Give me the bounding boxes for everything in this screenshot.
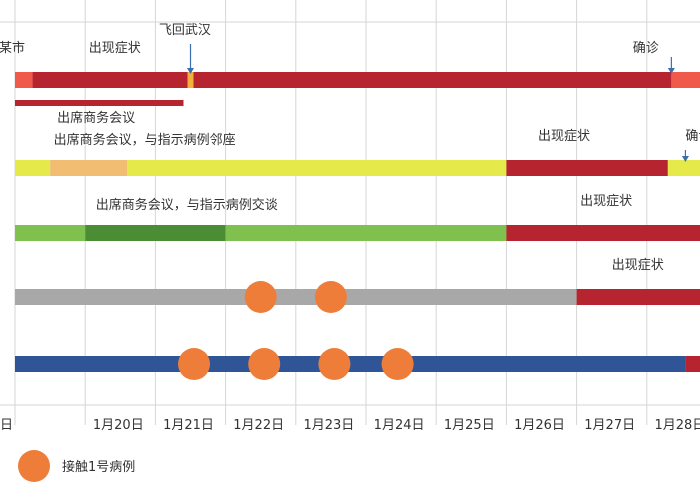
contact-dot xyxy=(178,348,211,380)
arrow-head xyxy=(187,68,194,74)
row-1-segment xyxy=(671,72,700,88)
legend-label: 接触1号病例 xyxy=(62,459,135,475)
row-2-label: 出现症状 xyxy=(538,129,590,144)
contact-dot xyxy=(318,348,351,380)
contact-dot xyxy=(244,281,277,313)
arrow-head xyxy=(667,68,675,74)
row-1-subbar xyxy=(15,100,184,106)
axis-tick-label: 1月26日 xyxy=(514,418,565,433)
row-2-label: 出席商务会议 xyxy=(57,110,135,126)
row-1-label: 确诊 xyxy=(633,41,659,56)
contact-dot xyxy=(381,348,414,380)
row-4-segment xyxy=(576,289,700,305)
axis-tick-label: 1月20日 xyxy=(93,418,144,433)
row-1-label: 某市 xyxy=(0,40,25,56)
row-1-label: 出现症状 xyxy=(89,41,141,56)
row-3-segment xyxy=(85,225,226,241)
row-3-segment xyxy=(225,225,507,241)
axis-tick-label: 日 xyxy=(0,418,13,433)
row-1-marker xyxy=(187,72,194,88)
axis-tick-label: 1月22日 xyxy=(233,418,284,433)
row-2-segment xyxy=(50,160,128,176)
axis-tick-label: 1月25日 xyxy=(444,418,495,433)
row-2-label: 确诊 xyxy=(685,129,700,144)
row-5-segment xyxy=(685,356,700,372)
row-2-segment xyxy=(15,160,51,176)
row-1-label: 飞回武汉 xyxy=(159,23,211,38)
row-4-label: 出现症状 xyxy=(612,258,664,273)
row-3-label: 出现症状 xyxy=(580,194,632,209)
axis-tick-label: 1月23日 xyxy=(303,418,354,433)
row-1-segment xyxy=(32,72,672,88)
axis-tick-label: 1月21日 xyxy=(163,418,214,433)
row-3-segment xyxy=(506,225,700,241)
row-3-label: 出席商务会议，与指示病例交谈 xyxy=(96,197,278,213)
row-3-segment xyxy=(15,225,86,241)
row-4-segment xyxy=(15,289,577,305)
row-2-segment xyxy=(506,160,668,176)
axis-tick-label: 1月27日 xyxy=(584,418,635,433)
contact-dot xyxy=(314,281,347,313)
axis-tick-label: 1月28日 xyxy=(654,418,700,433)
row-1-segment xyxy=(15,72,33,88)
arrow-head xyxy=(681,156,689,162)
row-2-label: 出席商务会议，与指示病例邻座 xyxy=(54,132,236,148)
row-2-segment xyxy=(667,160,700,176)
axis-tick-label: 1月24日 xyxy=(374,418,425,433)
legend-dot-icon xyxy=(18,450,50,482)
contact-dot xyxy=(248,348,281,380)
row-2-segment xyxy=(127,160,507,176)
